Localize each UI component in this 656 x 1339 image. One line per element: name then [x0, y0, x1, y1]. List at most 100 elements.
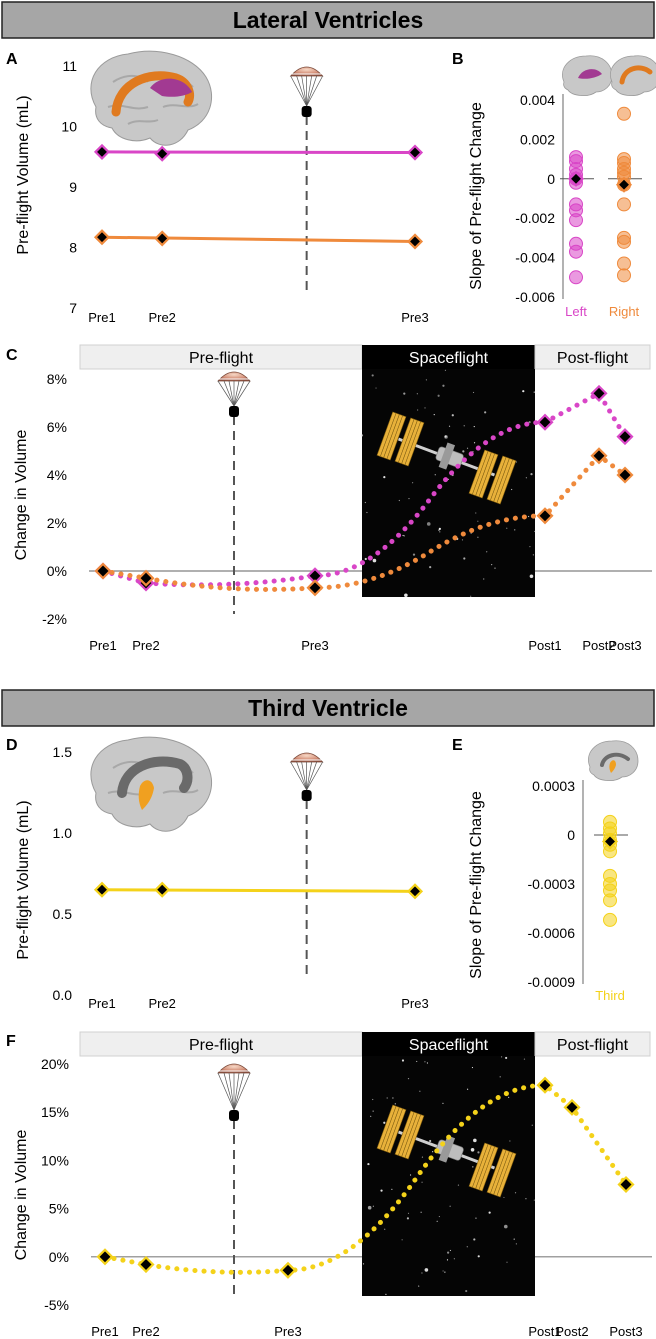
- star: [529, 574, 534, 579]
- star: [528, 420, 531, 424]
- star: [418, 1285, 420, 1287]
- parachute-line: [290, 761, 307, 791]
- star: [372, 1110, 374, 1112]
- x-tick-label: Post1: [528, 1324, 561, 1339]
- star: [425, 379, 428, 381]
- star: [483, 578, 485, 580]
- star: [494, 567, 496, 569]
- y-tick-label: 0.0003: [532, 778, 575, 794]
- panel-grid: [383, 414, 400, 458]
- star: [453, 1258, 455, 1260]
- parachute-line: [301, 75, 307, 107]
- y-tick-label: 0%: [49, 1249, 69, 1265]
- star: [513, 1238, 515, 1240]
- star: [364, 501, 366, 504]
- data-point: [154, 145, 171, 162]
- star: [438, 1215, 440, 1218]
- star: [385, 1293, 387, 1295]
- data-point: [617, 234, 631, 249]
- panel-b-ylabel: Slope of Pre-flight Change: [468, 102, 485, 290]
- parachute-icon: [217, 1063, 251, 1121]
- parachute-icon: [217, 371, 251, 417]
- category-label: Right: [609, 304, 640, 319]
- star: [463, 425, 465, 427]
- y-tick-label: -0.004: [515, 250, 555, 266]
- star: [429, 1139, 432, 1143]
- parachute-line: [233, 1072, 240, 1111]
- star: [451, 414, 454, 417]
- panel-letter-f: F: [6, 1033, 16, 1050]
- data-point: [93, 143, 111, 160]
- star: [506, 1261, 508, 1263]
- star: [402, 534, 404, 537]
- star: [525, 1198, 527, 1200]
- star: [438, 529, 440, 531]
- parachute-canopy: [289, 752, 324, 763]
- star: [421, 1156, 424, 1158]
- star: [477, 520, 479, 522]
- data-point: [93, 229, 111, 246]
- star: [404, 593, 408, 598]
- panel-f-chart: Pre-flight Spaceflight Post-flight Change …: [13, 1031, 652, 1339]
- space-station-icon: [376, 411, 517, 505]
- parachute-capsule: [301, 790, 312, 801]
- mean-marker: [615, 176, 633, 193]
- star: [503, 1224, 508, 1229]
- star: [471, 1066, 474, 1069]
- solar-array: [376, 411, 407, 461]
- star: [500, 1056, 503, 1058]
- panel-d-chart: Pre-flight Volume (mL) 0.0 0.5 1.0 1.5 Pre1…: [15, 736, 429, 1011]
- x-tick-label: Post2: [555, 1324, 588, 1339]
- data-point: [137, 569, 155, 587]
- panel-grid: [404, 421, 421, 465]
- panel-b-chart: Slope of Pre-flight Change 0.004 0.002 0 -0…: [468, 55, 656, 319]
- phase-box-postflight: [534, 1031, 651, 1057]
- star: [370, 1115, 372, 1117]
- panel-c-ylabel: Change in Volume: [13, 430, 30, 561]
- mean-marker: [567, 170, 585, 187]
- data-point: [154, 881, 171, 898]
- parachute-line: [233, 380, 240, 407]
- x-tick-label: Pre1: [88, 996, 115, 1011]
- space-station-icon: [376, 1104, 517, 1198]
- data-point: [569, 244, 583, 259]
- parachute-line: [233, 1072, 251, 1111]
- y-tick-label: 0.004: [520, 92, 555, 108]
- solar-array: [486, 455, 517, 505]
- y-tick-label: 0.5: [53, 906, 73, 922]
- star: [401, 1059, 405, 1062]
- panel-grid: [478, 1146, 495, 1190]
- data-point: [536, 413, 554, 431]
- star: [447, 1251, 450, 1254]
- parachute-line: [306, 761, 317, 791]
- panel-grid: [496, 459, 513, 503]
- x-tick-label: Post3: [609, 1324, 642, 1339]
- y-tick-label: -0.002: [515, 210, 555, 226]
- star: [472, 391, 475, 394]
- star: [372, 558, 377, 563]
- phase-box-spaceflight: [362, 1032, 535, 1056]
- star: [401, 1239, 403, 1241]
- star: [534, 530, 536, 533]
- star: [383, 475, 386, 479]
- star: [530, 472, 533, 476]
- star: [509, 1140, 511, 1142]
- y-tick-label: 8%: [47, 371, 67, 387]
- y-tick-label: 4%: [47, 467, 67, 483]
- parachute-line: [217, 380, 235, 407]
- section-header-third: Third Ventricle: [1, 689, 655, 727]
- star: [417, 409, 419, 411]
- panel-c-chart: Pre-flight Spaceflight Post-flight Change …: [13, 344, 652, 653]
- star: [449, 1205, 451, 1207]
- parachute-canopy: [289, 66, 324, 77]
- series-line: [101, 150, 416, 155]
- star: [398, 499, 400, 502]
- panel-grid: [401, 420, 418, 464]
- star: [488, 1211, 491, 1214]
- star: [515, 1243, 517, 1245]
- panel-grid: [398, 419, 415, 463]
- star: [442, 1102, 444, 1104]
- star: [505, 1056, 508, 1060]
- star: [429, 566, 432, 569]
- parachute-icon: [289, 66, 324, 117]
